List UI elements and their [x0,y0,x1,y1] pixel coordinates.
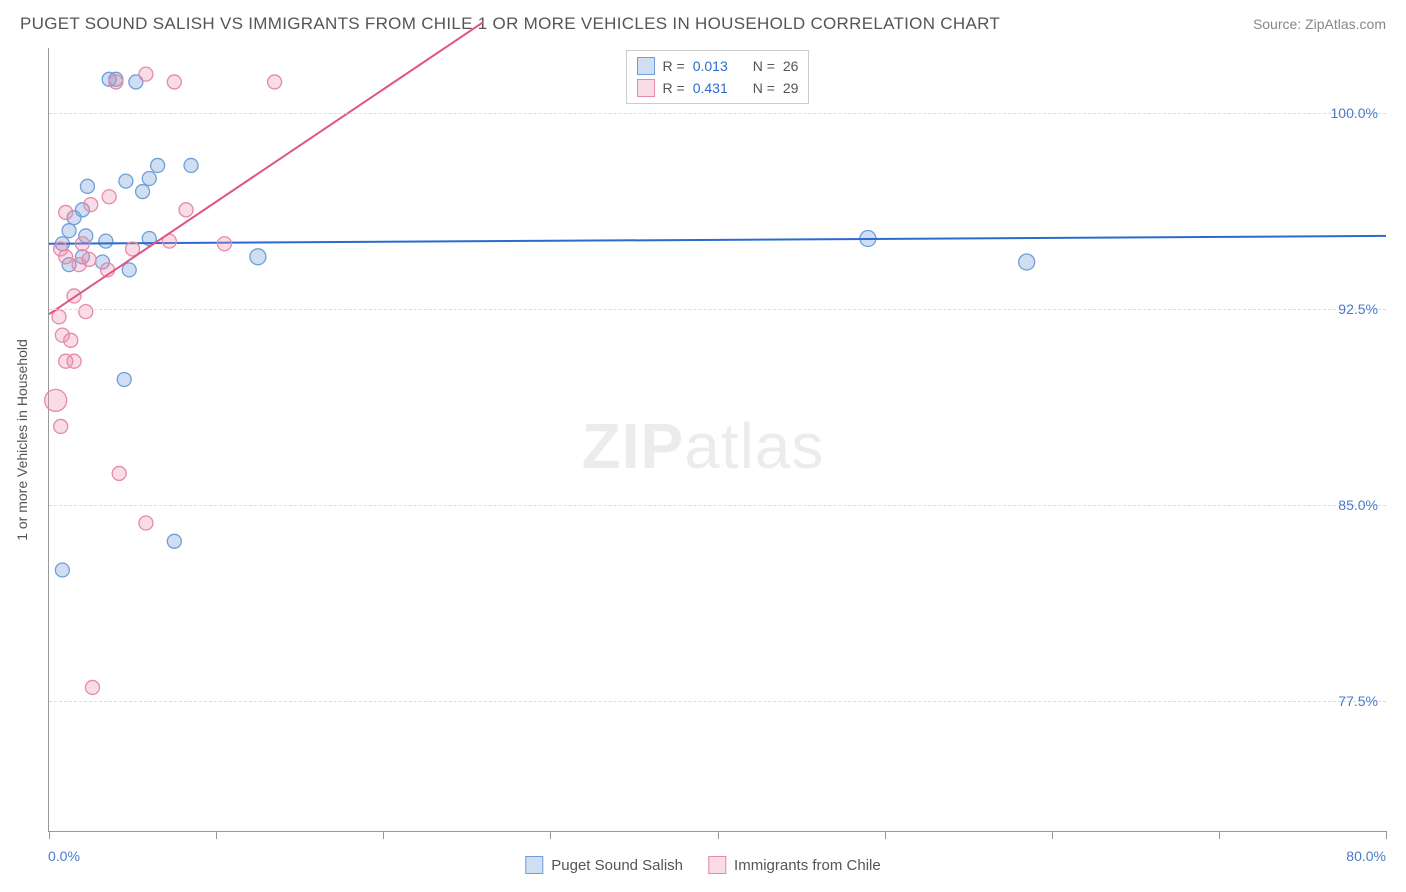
legend-swatch [525,856,543,874]
legend-item: Immigrants from Chile [708,856,881,874]
data-point [62,224,76,238]
data-point [64,333,78,347]
data-point [82,252,96,266]
data-point [79,305,93,319]
data-point [85,680,99,694]
data-point [139,67,153,81]
x-tick [383,831,384,839]
legend-label: Puget Sound Salish [551,857,683,874]
gridline [49,113,1386,114]
data-point [67,354,81,368]
x-tick [216,831,217,839]
source-label: Source: ZipAtlas.com [1253,16,1386,32]
r-label: R = [663,80,685,96]
r-value: 0.431 [693,80,737,96]
data-point [250,249,266,265]
data-point [59,205,73,219]
data-point [1019,254,1035,270]
data-point [136,185,150,199]
data-point [75,237,89,251]
legend-row: R = 0.013 N = 26 [637,55,799,77]
data-point [268,75,282,89]
x-tick [885,831,886,839]
data-point [122,263,136,277]
r-value: 0.013 [693,58,737,74]
trend-line [49,22,484,314]
y-tick-label: 77.5% [1338,693,1378,709]
data-point [102,190,116,204]
legend-item: Puget Sound Salish [525,856,683,874]
legend-swatch [637,79,655,97]
data-point [55,563,69,577]
data-point [59,250,73,264]
y-axis-label: 1 or more Vehicles in Household [14,339,30,541]
series-legend: Puget Sound Salish Immigrants from Chile [525,856,880,874]
data-point [54,419,68,433]
data-point [167,75,181,89]
x-axis-start-label: 0.0% [48,848,80,864]
data-point [112,466,126,480]
data-point [151,158,165,172]
n-label: N = [753,58,775,74]
y-tick-label: 92.5% [1338,301,1378,317]
data-point [45,389,67,411]
data-point [119,174,133,188]
data-point [179,203,193,217]
x-tick [1052,831,1053,839]
n-value: 26 [783,58,799,74]
data-point [139,516,153,530]
gridline [49,309,1386,310]
data-point [217,237,231,251]
x-tick [550,831,551,839]
legend-row: R = 0.431 N = 29 [637,77,799,99]
data-point [167,534,181,548]
data-point [109,75,123,89]
x-axis-end-label: 80.0% [1346,848,1386,864]
legend-swatch [637,57,655,75]
scatter-chart [49,48,1386,831]
y-tick-label: 85.0% [1338,497,1378,513]
chart-title: PUGET SOUND SALISH VS IMMIGRANTS FROM CH… [20,14,1000,34]
data-point [80,179,94,193]
legend-label: Immigrants from Chile [734,857,881,874]
gridline [49,505,1386,506]
n-value: 29 [783,80,799,96]
n-label: N = [753,80,775,96]
legend-swatch [708,856,726,874]
data-point [142,172,156,186]
data-point [117,372,131,386]
r-label: R = [663,58,685,74]
trend-line [49,236,1386,244]
data-point [84,198,98,212]
y-tick-label: 100.0% [1331,105,1378,121]
plot-area: R = 0.013 N = 26 R = 0.431 N = 29 77.5% 85.0% 92.… [48,48,1386,832]
x-tick [1219,831,1220,839]
gridline [49,701,1386,702]
x-tick [49,831,50,839]
x-tick [1386,831,1387,839]
data-point [184,158,198,172]
correlation-legend: R = 0.013 N = 26 R = 0.431 N = 29 [626,50,810,104]
data-point [99,234,113,248]
x-tick [718,831,719,839]
